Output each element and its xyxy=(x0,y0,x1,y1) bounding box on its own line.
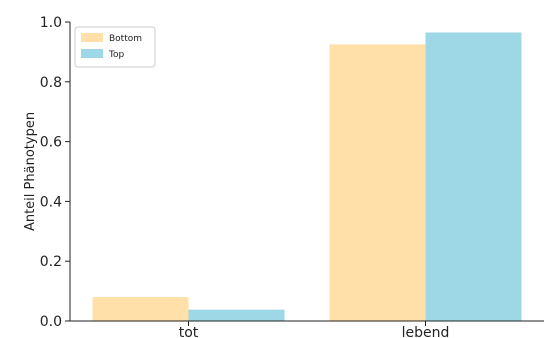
legend-swatch-top xyxy=(81,49,103,58)
bar-top-tot xyxy=(188,309,285,321)
legend: Bottom Top xyxy=(74,26,156,68)
legend-label-top: Top xyxy=(108,50,124,60)
legend-label-bottom: Bottom xyxy=(109,34,142,44)
y-tick-label: 0.2 xyxy=(40,254,62,270)
plot-area xyxy=(92,32,522,322)
bar-bottom-tot xyxy=(92,297,189,321)
y-tick-label: 1.0 xyxy=(40,15,62,31)
y-tick-label: 0.0 xyxy=(40,314,62,330)
x-tick-label-lebend: lebend xyxy=(402,325,450,338)
y-tick-label: 0.8 xyxy=(40,75,62,91)
legend-swatch-bottom xyxy=(81,33,103,42)
bar-top-lebend xyxy=(425,32,522,322)
x-axis-ticks: tot lebend xyxy=(179,321,450,338)
y-tick-label: 0.4 xyxy=(40,194,62,210)
y-tick-label: 0.6 xyxy=(40,135,62,151)
y-axis-ticks: 0.0 0.2 0.4 0.6 0.8 1.0 xyxy=(40,15,70,330)
bar-bottom-lebend xyxy=(329,44,426,322)
y-axis-label: Anteil Phänotypen xyxy=(23,112,38,231)
x-tick-label-tot: tot xyxy=(179,325,199,338)
